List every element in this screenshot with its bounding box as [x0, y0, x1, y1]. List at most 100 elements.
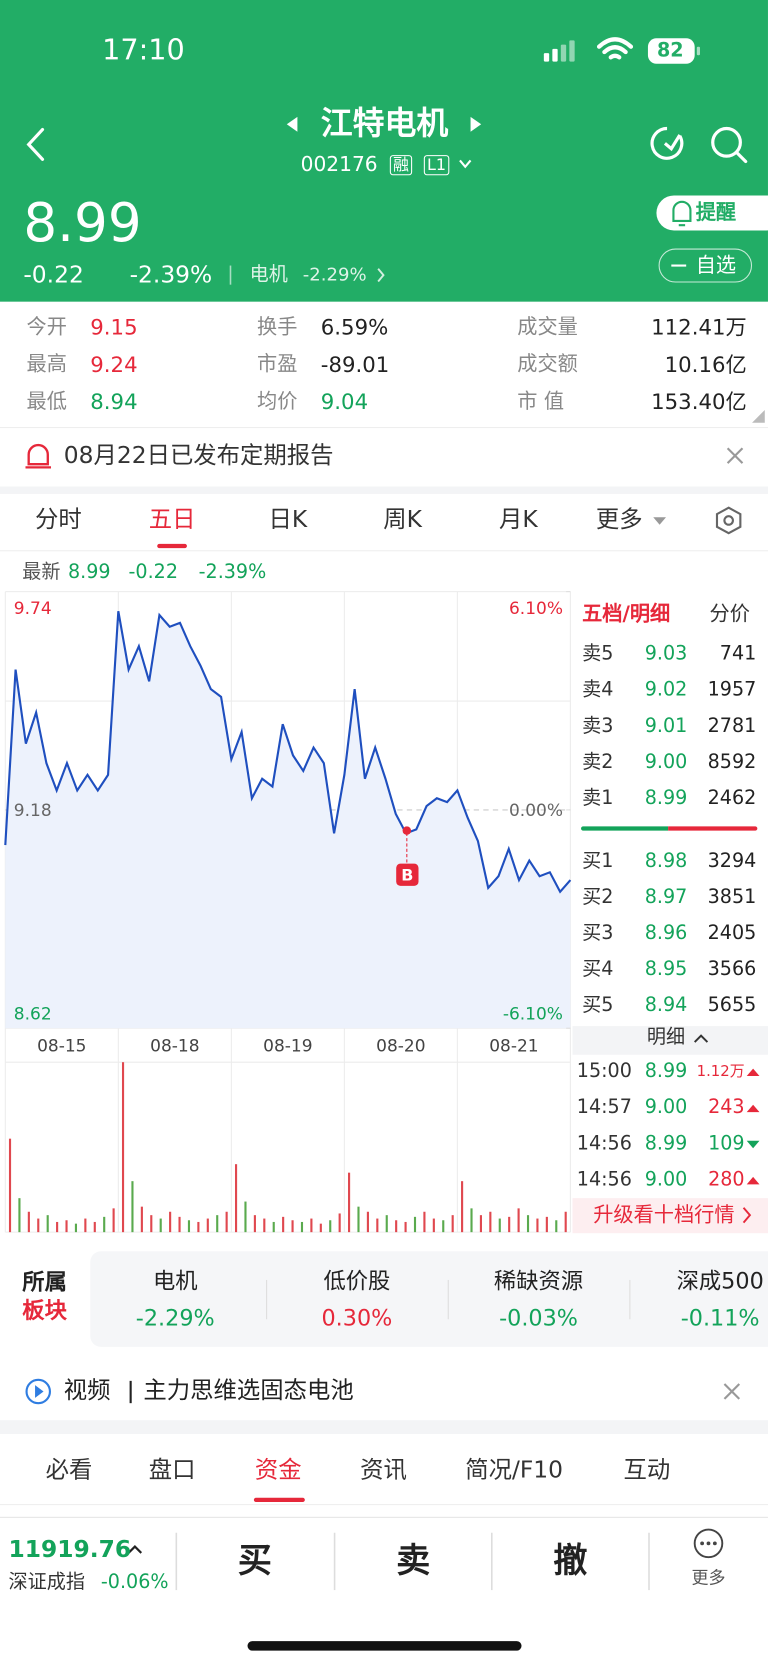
upgrade-link[interactable]: 升级看十档行情: [593, 1203, 735, 1227]
detail-toggle[interactable]: 明细: [646, 1026, 686, 1049]
upgrade-chevron[interactable]: [742, 1207, 752, 1224]
volume-bar: [253, 1215, 256, 1233]
chart-tab[interactable]: 五日: [148, 506, 196, 534]
section-tab[interactable]: 资讯: [360, 1457, 407, 1484]
chart-tab[interactable]: 月K: [499, 506, 538, 534]
watch-button[interactable]: 自选: [695, 253, 737, 277]
volume-bar: [479, 1215, 482, 1233]
section-tab[interactable]: 资金: [254, 1457, 302, 1484]
video-title[interactable]: 主力思维选固态电池: [143, 1377, 354, 1405]
trade-action[interactable]: 买: [237, 1539, 272, 1581]
volume-bar: [234, 1164, 238, 1233]
volume-bar: [338, 1213, 341, 1233]
remind-button-bg[interactable]: [656, 195, 768, 231]
stat-value: 10.16亿: [664, 351, 747, 378]
battery-icon: [647, 38, 695, 64]
y-tick-label: 9.74: [13, 598, 52, 619]
x-tick-label: 08-20: [376, 1036, 426, 1057]
x-tick-label: 08-15: [37, 1036, 87, 1057]
stat-label: 最高: [26, 352, 67, 376]
volume-bar: [357, 1206, 360, 1233]
notice-text[interactable]: 08月22日已发布定期报告: [63, 442, 334, 470]
book-price: 8.98: [644, 849, 688, 873]
signal-icon: [543, 40, 575, 62]
stock-code: 002176: [300, 152, 378, 176]
book-label: 买5: [582, 994, 614, 1017]
prev-stock[interactable]: [286, 116, 298, 132]
volume-bar: [555, 1220, 558, 1233]
trade-price: 8.99: [644, 1060, 688, 1083]
header-bg: [0, 0, 768, 302]
volume-bar: [413, 1216, 417, 1233]
price-line: [4, 610, 572, 894]
more-label[interactable]: 更多: [691, 1568, 726, 1589]
gap: [0, 486, 768, 494]
book-divider-red: [668, 826, 758, 831]
book-price: 9.00: [644, 751, 688, 774]
detail-caret[interactable]: [694, 1034, 709, 1043]
battery-tip: [696, 46, 700, 56]
refresh-button[interactable]: [650, 126, 684, 160]
volume-bar: [8, 1138, 12, 1233]
volume-bar: [131, 1181, 134, 1233]
sector-chevron[interactable]: [377, 268, 385, 283]
notice-icon: [25, 443, 51, 469]
more-dropdown[interactable]: [653, 517, 666, 525]
section-tab[interactable]: 互动: [623, 1457, 671, 1484]
divider: [0, 1516, 768, 1518]
section-tab[interactable]: 必看: [45, 1457, 93, 1484]
trade-arrow: [746, 1140, 760, 1149]
watch-button-bg[interactable]: [658, 248, 753, 283]
volume-bar: [329, 1220, 332, 1233]
divider: [0, 1504, 768, 1506]
y-tick-label: 9.18: [13, 799, 52, 820]
book-price: 8.96: [644, 922, 688, 945]
sector-name[interactable]: 稀缺资源: [493, 1268, 584, 1295]
search-button[interactable]: [711, 126, 748, 164]
book-label: 买1: [582, 849, 614, 873]
settings-button[interactable]: [715, 506, 742, 535]
volume-bar: [169, 1211, 172, 1233]
x-tick-label: 08-21: [489, 1036, 539, 1057]
stat-value: 112.41万: [651, 314, 747, 340]
stat-value: 8.94: [90, 388, 138, 415]
volume-bar: [263, 1218, 266, 1233]
chart-tab[interactable]: 日K: [268, 506, 308, 534]
volume-bar: [216, 1215, 219, 1233]
notice-close[interactable]: [726, 447, 744, 464]
book-tab[interactable]: 五档/明细: [582, 601, 671, 626]
sector-label: 所属: [22, 1269, 67, 1296]
index-pct: -0.06%: [100, 1571, 169, 1594]
trade-action[interactable]: 撤: [553, 1539, 588, 1581]
volume-bar: [432, 1218, 435, 1233]
book-label: 买3: [582, 922, 614, 945]
more-icon[interactable]: [693, 1528, 724, 1559]
video-close[interactable]: [723, 1383, 741, 1400]
book-tab[interactable]: 分价: [709, 601, 750, 626]
sector-name[interactable]: 深成500: [676, 1268, 764, 1295]
volume-bar: [470, 1208, 473, 1233]
back-button[interactable]: [26, 127, 45, 161]
area-fill: [5, 611, 571, 1029]
volume-bar: [27, 1211, 30, 1233]
more-dots: [700, 1541, 717, 1546]
volume-bar: [310, 1218, 313, 1233]
sector-name[interactable]: 电机: [249, 263, 288, 286]
trade-price: 9.00: [644, 1168, 688, 1191]
code-dropdown[interactable]: [459, 159, 472, 169]
volume-bar: [319, 1223, 322, 1233]
section-tab[interactable]: 简况/F10: [465, 1457, 563, 1484]
chart-tab[interactable]: 分时: [35, 506, 82, 534]
trade-action[interactable]: 卖: [396, 1539, 431, 1581]
volume-bar: [56, 1221, 59, 1233]
price-change-pct: -2.39%: [129, 262, 213, 289]
chart-tab[interactable]: 更多: [595, 506, 643, 534]
next-stock[interactable]: [470, 116, 482, 132]
sector-name[interactable]: 低价股: [323, 1268, 391, 1295]
remind-button[interactable]: 提醒: [695, 200, 737, 224]
section-tab[interactable]: 盘口: [148, 1457, 196, 1484]
chart-tab[interactable]: 周K: [383, 506, 422, 534]
video-tag[interactable]: 视频: [63, 1377, 111, 1405]
sector-name[interactable]: 电机: [152, 1268, 198, 1295]
